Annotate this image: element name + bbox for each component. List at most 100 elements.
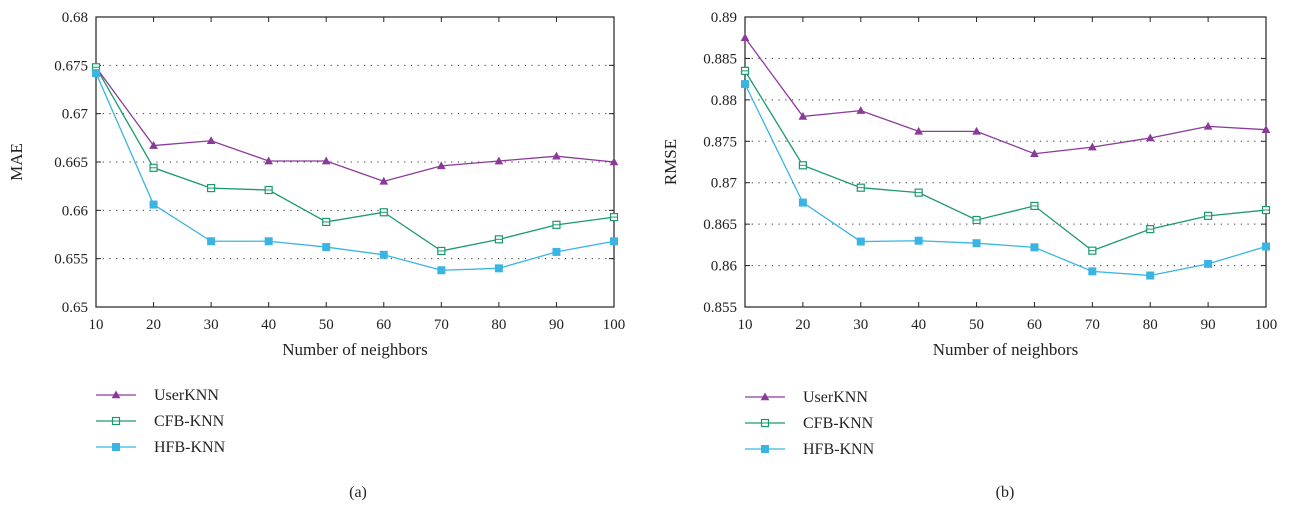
legend-label-userknn: UserKNN <box>154 387 219 404</box>
data-point-userknn <box>1261 125 1271 133</box>
legend-label-userknn: UserKNN <box>803 389 868 406</box>
x-tick-label: 20 <box>146 317 161 333</box>
legend-marker-hfb-knn <box>112 443 120 451</box>
data-point-hfb-knn <box>798 198 807 207</box>
legend-label-hfb-knn: HFB-KNN <box>803 441 875 458</box>
x-tick-label: 90 <box>1201 317 1216 333</box>
data-point-userknn <box>552 151 561 160</box>
data-point-userknn <box>436 161 446 170</box>
y-tick-label: 0.66 <box>62 203 89 219</box>
x-tick-label: 50 <box>319 317 334 333</box>
x-tick-label: 30 <box>204 317 219 333</box>
legend-marker-userknn <box>760 392 770 401</box>
y-tick-label: 0.89 <box>711 10 737 26</box>
data-point-hfb-knn <box>610 237 618 246</box>
x-tick-label: 80 <box>491 317 506 333</box>
data-point-userknn <box>264 156 274 165</box>
panel-caption: (b) <box>996 484 1015 501</box>
data-point-hfb-knn <box>856 237 865 246</box>
series-line-cfb-knn <box>95 66 615 252</box>
data-point-userknn <box>1087 142 1097 151</box>
y-axis-label: RMSE <box>661 139 680 185</box>
x-tick-label: 70 <box>1085 317 1100 333</box>
legend-label-cfb-knn: CFB-KNN <box>803 415 874 432</box>
data-point-userknn <box>972 126 981 135</box>
y-tick-label: 0.675 <box>54 58 88 74</box>
data-point-hfb-knn <box>437 266 446 275</box>
legend-label-cfb-knn: CFB-KNN <box>154 413 225 430</box>
data-point-hfb-knn <box>264 237 273 246</box>
x-tick-label: 60 <box>376 317 391 333</box>
x-tick-label: 10 <box>738 317 753 333</box>
legend: UserKNN CFB-KNN HFB-KNN <box>745 389 875 458</box>
chart-panel-b: 0.855 0.86 0.865 0.87 0.875 0.88 0.885 0.89 10 20… <box>661 10 1277 501</box>
y-tick-label: 0.865 <box>703 217 737 233</box>
data-point-userknn <box>494 156 504 165</box>
data-point-hfb-knn <box>552 247 561 256</box>
data-point-hfb-knn <box>207 237 216 246</box>
chart-panel-a: 0.65 0.655 0.66 0.665 0.67 0.675 0.68 10 20 30 40 5… <box>7 10 625 501</box>
plot-frame <box>95 16 615 308</box>
data-point-hfb-knn <box>494 264 503 273</box>
data-point-hfb-knn <box>1030 243 1039 252</box>
y-tick-label: 0.86 <box>711 259 738 275</box>
series-line-cfb-knn <box>744 70 1267 252</box>
x-axis-label: Number of neighbors <box>933 340 1078 359</box>
data-point-userknn <box>206 136 216 145</box>
x-tick-label: 10 <box>89 317 104 333</box>
panel-caption: (a) <box>349 484 367 501</box>
series-line-hfb-knn <box>744 83 1267 277</box>
y-tick-label: 0.68 <box>62 10 88 26</box>
data-point-userknn <box>1030 149 1039 158</box>
y-tick-label: 0.87 <box>711 176 738 192</box>
x-tick-label: 60 <box>1027 317 1042 333</box>
series-line-hfb-knn <box>95 72 615 271</box>
y-axis-label: MAE <box>7 143 26 181</box>
x-tick-label: 70 <box>434 317 449 333</box>
data-point-hfb-knn <box>1088 267 1097 276</box>
data-point-userknn <box>1145 133 1155 142</box>
x-tick-label: 30 <box>853 317 868 333</box>
x-tick-label: 20 <box>795 317 810 333</box>
data-point-hfb-knn <box>322 243 331 252</box>
legend-marker-userknn <box>111 390 121 399</box>
data-point-hfb-knn <box>972 239 981 248</box>
data-point-userknn <box>740 33 750 42</box>
y-tick-label: 0.885 <box>703 51 737 67</box>
data-point-userknn <box>609 157 619 166</box>
x-tick-label: 40 <box>261 317 276 333</box>
y-tick-label: 0.88 <box>711 93 737 109</box>
x-tick-label: 80 <box>1143 317 1158 333</box>
data-point-userknn <box>379 176 389 185</box>
y-tick-label: 0.875 <box>703 134 737 150</box>
plot-frame <box>744 16 1267 308</box>
data-point-hfb-knn <box>92 69 100 78</box>
data-point-hfb-knn <box>1146 271 1155 280</box>
data-point-hfb-knn <box>1262 242 1270 251</box>
y-tick-label: 0.855 <box>703 300 737 316</box>
data-point-userknn <box>1203 121 1213 130</box>
x-tick-label: 90 <box>549 317 564 333</box>
y-tick-label: 0.655 <box>54 252 88 268</box>
data-point-hfb-knn <box>1204 259 1213 268</box>
x-axis-label: Number of neighbors <box>282 340 427 359</box>
series-line-userknn <box>744 37 1267 155</box>
x-tick-label: 100 <box>1255 317 1278 333</box>
y-tick-label: 0.65 <box>62 300 88 316</box>
data-point-hfb-knn <box>379 250 388 259</box>
data-point-hfb-knn <box>149 200 158 209</box>
series-line-userknn <box>95 66 615 183</box>
x-tick-label: 50 <box>969 317 984 333</box>
data-point-userknn <box>856 106 866 114</box>
data-point-hfb-knn <box>914 236 923 245</box>
data-point-userknn <box>798 111 808 120</box>
x-tick-label: 100 <box>603 317 626 333</box>
data-point-userknn <box>321 156 331 165</box>
legend-marker-hfb-knn <box>761 445 769 453</box>
y-tick-label: 0.67 <box>62 107 89 123</box>
y-tick-label: 0.665 <box>54 155 88 171</box>
x-tick-label: 40 <box>911 317 926 333</box>
legend: UserKNN CFB-KNN HFB-KNN <box>96 387 226 456</box>
